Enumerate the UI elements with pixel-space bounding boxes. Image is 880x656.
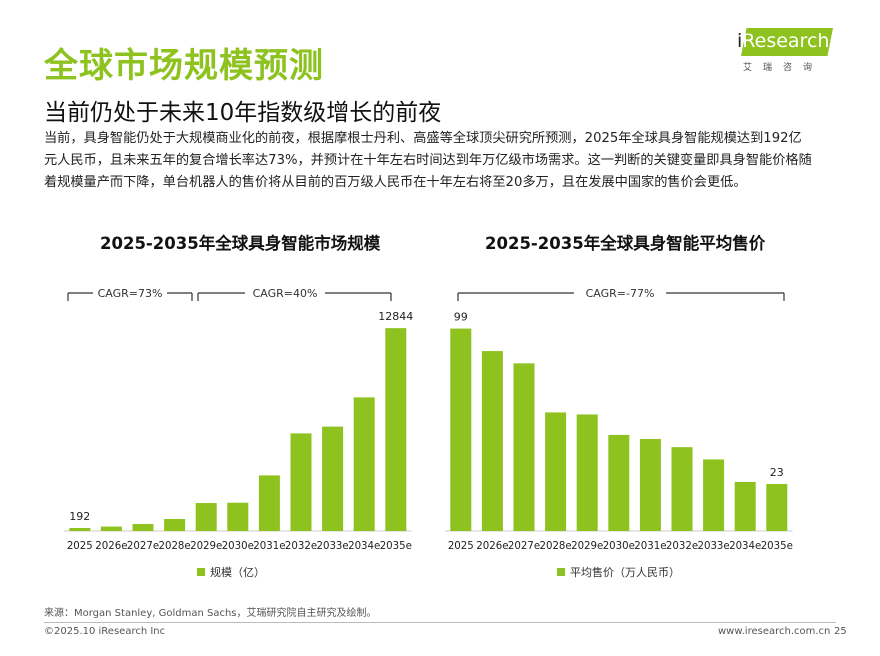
chart-0-bar-2027e bbox=[132, 524, 154, 531]
cagr-annotation: CAGR=-77% bbox=[586, 287, 655, 300]
chart-1-tick-label: 2030e bbox=[603, 541, 635, 552]
chart-0-tick-label: 2033e bbox=[316, 541, 348, 552]
website-link[interactable]: www.iresearch.com.cn bbox=[718, 626, 831, 637]
chart-0-bar-2029e bbox=[195, 503, 217, 531]
chart-0-tick-label: 2025 bbox=[67, 541, 93, 552]
chart-0-data-label: 192 bbox=[69, 510, 90, 523]
copyright: ©2025.10 iResearch Inc bbox=[44, 626, 166, 637]
chart-1-tick-label: 2029e bbox=[571, 541, 603, 552]
logo-badge bbox=[741, 28, 833, 56]
chart-0-tick-label: 2032e bbox=[285, 541, 317, 552]
logo-chinese: 艾瑞咨询 bbox=[743, 63, 824, 73]
chart-1-tick-label: 2034e bbox=[729, 541, 761, 552]
page-number: 25 bbox=[834, 626, 847, 637]
chart-0-tick-label: 2030e bbox=[222, 541, 254, 552]
chart-1-tick-label: 2031e bbox=[634, 541, 666, 552]
chart-1-tick-label: 2027e bbox=[508, 541, 540, 552]
chart-0-tick-label: 2034e bbox=[348, 541, 380, 552]
chart-1-bar-2031e bbox=[639, 438, 661, 531]
logo-i: i bbox=[737, 30, 743, 52]
chart-title-average-price: 2025-2035年全球具身智能平均售价 bbox=[485, 234, 766, 253]
chart-1-bar-2029e bbox=[576, 414, 598, 531]
chart-0-tick-label: 2035e bbox=[380, 541, 412, 552]
intro-paragraph: 当前，具身智能仍处于大规模商业化的前夜，根据摩根士丹利、高盛等全球顶尖研究所预测… bbox=[44, 131, 812, 190]
chart-1-tick-label: 2035e bbox=[761, 541, 793, 552]
chart-0-bar-2025 bbox=[69, 527, 91, 531]
chart-1-bar-2034e bbox=[734, 481, 756, 531]
chart-1-data-label: 23 bbox=[770, 466, 784, 479]
chart-0-bar-2028e bbox=[164, 518, 186, 531]
source-note: 来源：Morgan Stanley, Goldman Sachs，艾瑞研究院自主… bbox=[44, 608, 377, 619]
chart-1-bar-2033e bbox=[703, 459, 725, 531]
chart-0-bar-2030e bbox=[227, 502, 249, 531]
chart-0-legend-label: 规模（亿） bbox=[210, 565, 265, 579]
cagr-annotation: CAGR=73% bbox=[98, 287, 163, 300]
cagr-annotation: CAGR=40% bbox=[253, 287, 318, 300]
chart-0-data-label: 12844 bbox=[378, 310, 413, 323]
chart-1-tick-label: 2028e bbox=[539, 541, 571, 552]
chart-1-bar-2032e bbox=[671, 447, 693, 531]
logo-research: Research bbox=[742, 30, 830, 52]
chart-0-bar-2033e bbox=[322, 426, 344, 531]
chart-0-tick-label: 2026e bbox=[95, 541, 127, 552]
chart-1-tick-label: 2032e bbox=[666, 541, 698, 552]
chart-0-legend-swatch bbox=[197, 568, 205, 576]
chart-0-bar-2032e bbox=[290, 433, 312, 531]
page-title: 全球市场规模预测 bbox=[44, 46, 324, 86]
chart-1-legend-label: 平均售价（万人民币） bbox=[570, 565, 680, 579]
logo-wordmark: iResearch bbox=[737, 30, 829, 52]
chart-1-tick-label: 2033e bbox=[697, 541, 729, 552]
chart-0-tick-label: 2029e bbox=[190, 541, 222, 552]
chart-1-bar-2035e bbox=[766, 483, 788, 531]
chart-0-bar-2034e bbox=[353, 397, 375, 531]
chart-1-bar-2030e bbox=[608, 434, 630, 531]
chart-0-tick-label: 2031e bbox=[253, 541, 285, 552]
footer-divider bbox=[44, 622, 836, 623]
chart-1-bar-2027e bbox=[513, 363, 535, 531]
chart-1-data-label: 99 bbox=[454, 311, 468, 324]
chart-0-tick-label: 2028e bbox=[158, 541, 190, 552]
chart-1-legend-swatch bbox=[557, 568, 565, 576]
chart-title-market-size: 2025-2035年全球具身智能市场规模 bbox=[100, 234, 381, 253]
chart-1-bar-2025 bbox=[450, 328, 472, 531]
chart-0-bar-2026e bbox=[100, 526, 122, 531]
chart-1-bar-2028e bbox=[545, 412, 567, 531]
chart-0-bar-2035e bbox=[385, 328, 407, 531]
chart-1-tick-label: 2025 bbox=[448, 541, 474, 552]
page-subtitle: 当前仍处于未来10年指数级增长的前夜 bbox=[44, 100, 442, 126]
chart-0-tick-label: 2027e bbox=[127, 541, 159, 552]
chart-1-bar-2026e bbox=[481, 351, 503, 531]
chart-0-bar-2031e bbox=[258, 475, 280, 531]
iresearch-logo: iResearch 艾瑞咨询 bbox=[735, 28, 835, 76]
chart-1-tick-label: 2026e bbox=[476, 541, 508, 552]
